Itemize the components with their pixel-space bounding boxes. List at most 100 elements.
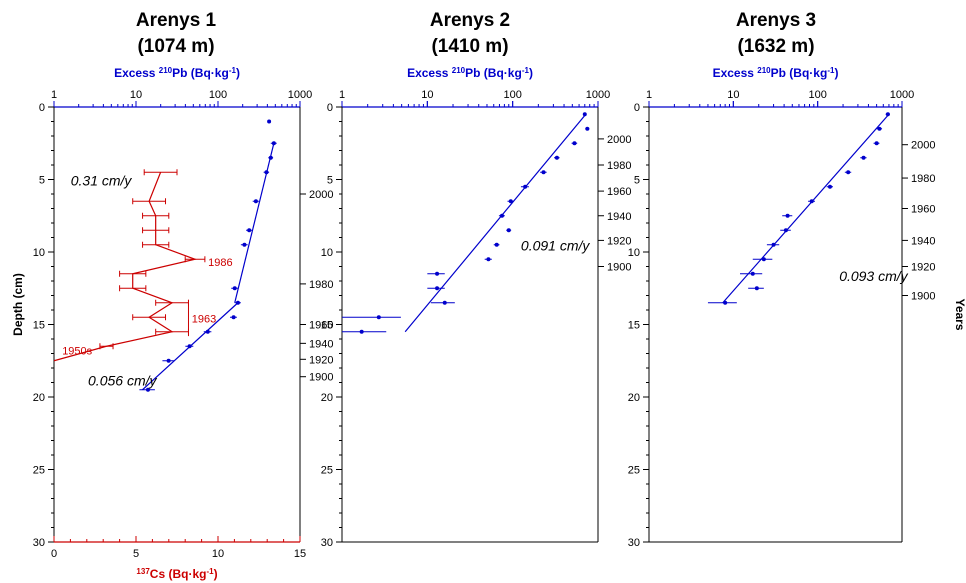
chart-subtitle: (1632 m) bbox=[737, 36, 814, 57]
bottom-axis-label-part: ) bbox=[214, 567, 218, 581]
rate-label: 0.31 cm/y bbox=[71, 172, 133, 188]
year-tick-label: 1920 bbox=[309, 354, 333, 366]
top-axis-label-part: -1 bbox=[827, 66, 835, 75]
pb210-point bbox=[885, 112, 890, 117]
cs137-annotation: 1950s bbox=[62, 346, 92, 358]
y-tick-label: 15 bbox=[628, 320, 640, 332]
top-axis-label-part: Pb (Bq·kg bbox=[465, 66, 522, 80]
pb210-fit-line bbox=[722, 113, 890, 304]
y-tick-label: 15 bbox=[321, 320, 333, 332]
top-tick-label: 1000 bbox=[288, 89, 312, 101]
top-axis-label-part: Excess bbox=[114, 66, 159, 80]
pb210-fit-line bbox=[234, 143, 275, 303]
top-axis-label-part: ) bbox=[834, 66, 838, 80]
bottom-axis-label-part: 137 bbox=[136, 567, 150, 576]
pb210-point bbox=[771, 242, 776, 247]
pb210-point bbox=[783, 228, 788, 233]
top-axis-label-part: Excess bbox=[713, 66, 758, 80]
y-tick-label: 10 bbox=[321, 247, 333, 259]
pb210-point bbox=[846, 170, 851, 175]
pb210-point bbox=[582, 112, 587, 117]
year-tick-label: 1940 bbox=[309, 338, 333, 350]
pb210-point bbox=[442, 300, 447, 305]
top-tick-label: 10 bbox=[421, 89, 433, 101]
year-tick-label: 1960 bbox=[607, 186, 631, 198]
y-tick-label: 0 bbox=[634, 102, 640, 114]
year-tick-label: 1900 bbox=[309, 372, 333, 384]
top-axis-label: Excess 210Pb (Bq·kg-1) bbox=[114, 66, 240, 81]
year-tick-label: 1980 bbox=[607, 160, 631, 172]
y-tick-label: 0 bbox=[39, 102, 45, 114]
year-tick-label: 1980 bbox=[309, 279, 333, 291]
top-tick-label: 1 bbox=[646, 89, 652, 101]
year-tick-label: 1900 bbox=[607, 262, 631, 274]
top-tick-label: 1 bbox=[51, 89, 57, 101]
top-tick-label: 1000 bbox=[890, 89, 914, 101]
top-tick-label: 1000 bbox=[586, 89, 610, 101]
year-tick-label: 2000 bbox=[309, 189, 333, 201]
pb210-point bbox=[523, 184, 528, 189]
pb210-point bbox=[264, 170, 269, 175]
rate-label: 0.091 cm/y bbox=[521, 238, 590, 254]
y-tick-label: 25 bbox=[321, 465, 333, 477]
bottom-tick-label: 5 bbox=[133, 548, 139, 560]
pb210-point bbox=[242, 242, 247, 247]
year-tick-label: 2000 bbox=[911, 140, 935, 152]
chart-subtitle: (1074 m) bbox=[137, 36, 214, 57]
top-axis-label-part: 210 bbox=[757, 66, 771, 75]
pb210-point bbox=[247, 228, 252, 233]
top-tick-label: 10 bbox=[130, 89, 142, 101]
top-axis-label-part: ) bbox=[236, 66, 240, 80]
pb210-point bbox=[585, 126, 590, 131]
top-axis-label-part: -1 bbox=[522, 66, 530, 75]
year-tick-label: 1940 bbox=[607, 211, 631, 223]
y-tick-label: 20 bbox=[321, 392, 333, 404]
year-tick-label: 1940 bbox=[911, 235, 935, 247]
bottom-axis-label-part: Cs (Bq·kg bbox=[150, 567, 207, 581]
pb210-point bbox=[435, 286, 440, 291]
top-axis-label-part: 210 bbox=[452, 66, 466, 75]
chart-title: Arenys 2 bbox=[430, 10, 510, 31]
top-axis-label-part: Pb (Bq·kg bbox=[771, 66, 828, 80]
year-tick-label: 1900 bbox=[911, 291, 935, 303]
pb210-point bbox=[253, 199, 258, 204]
rate-label: 0.056 cm/y bbox=[88, 372, 157, 388]
y-tick-label: 20 bbox=[33, 392, 45, 404]
chart-title: Arenys 3 bbox=[736, 10, 816, 31]
y-axis-label: Depth (cm) bbox=[11, 273, 25, 336]
top-tick-label: 1 bbox=[339, 89, 345, 101]
pb210-point bbox=[554, 155, 559, 160]
top-axis-label-part: 210 bbox=[159, 66, 173, 75]
top-axis-label: Excess 210Pb (Bq·kg-1) bbox=[407, 66, 533, 81]
pb210-point bbox=[508, 199, 513, 204]
bottom-tick-label: 15 bbox=[294, 548, 306, 560]
pb210-point bbox=[187, 344, 192, 349]
pb210-point bbox=[750, 271, 755, 276]
pb210-point bbox=[861, 155, 866, 160]
y-tick-label: 10 bbox=[628, 247, 640, 259]
pb210-point bbox=[267, 119, 272, 124]
top-axis-label-part: Excess bbox=[407, 66, 452, 80]
top-tick-label: 100 bbox=[209, 89, 227, 101]
chart-title: Arenys 1 bbox=[136, 10, 217, 31]
pb210-point bbox=[376, 315, 381, 320]
year-tick-label: 2000 bbox=[607, 134, 631, 146]
year-tick-label: 1920 bbox=[607, 235, 631, 247]
pb210-point bbox=[785, 213, 790, 218]
y-tick-label: 30 bbox=[321, 537, 333, 549]
bottom-tick-label: 0 bbox=[51, 548, 57, 560]
pb210-point bbox=[827, 184, 832, 189]
cs137-annotation: 1986 bbox=[208, 257, 232, 269]
pb210-point bbox=[877, 126, 882, 131]
pb210-point bbox=[754, 286, 759, 291]
pb210-point bbox=[271, 141, 276, 146]
y-tick-label: 15 bbox=[33, 320, 45, 332]
y-tick-label: 5 bbox=[634, 175, 640, 187]
pb210-point bbox=[500, 213, 505, 218]
y-tick-label: 20 bbox=[628, 392, 640, 404]
top-tick-label: 10 bbox=[727, 89, 739, 101]
y-tick-label: 25 bbox=[628, 465, 640, 477]
y-tick-label: 30 bbox=[628, 537, 640, 549]
y-tick-label: 30 bbox=[33, 537, 45, 549]
